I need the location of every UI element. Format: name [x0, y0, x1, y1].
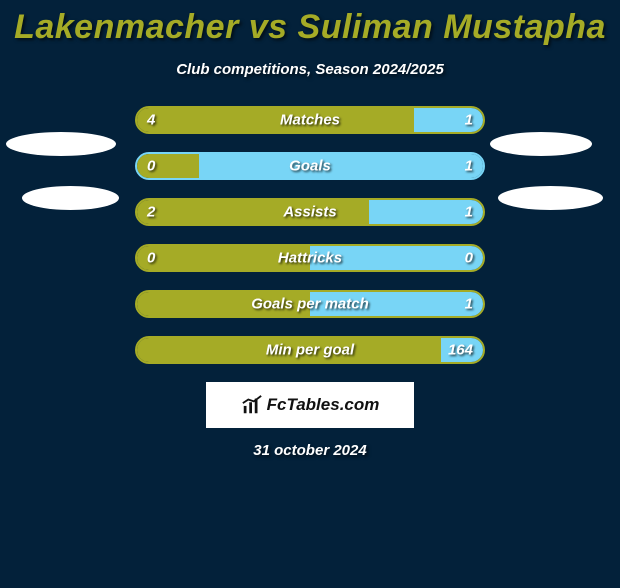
brand-text: FcTables.com	[267, 395, 380, 415]
brand-chart-icon	[241, 394, 263, 416]
stat-label: Goals	[289, 158, 331, 175]
stat-label: Hattricks	[278, 250, 342, 267]
decorative-ellipse	[6, 132, 116, 156]
stat-value-right: 164	[448, 342, 473, 359]
stat-label: Matches	[280, 112, 340, 129]
stat-bar: Matches 4 1	[135, 106, 485, 134]
stat-value-right: 1	[465, 296, 473, 313]
stat-label: Assists	[283, 204, 336, 221]
stat-label: Goals per match	[251, 296, 369, 313]
brand-badge: FcTables.com	[206, 382, 414, 428]
comparison-subtitle: Club competitions, Season 2024/2025	[0, 61, 620, 78]
stat-value-left: 0	[147, 250, 155, 267]
stat-seg-left	[137, 108, 414, 132]
stat-row: Goals 0 1	[0, 152, 620, 180]
stat-value-left: 2	[147, 204, 155, 221]
snapshot-date: 31 october 2024	[0, 442, 620, 459]
decorative-ellipse	[490, 132, 592, 156]
stat-row: Hattricks 0 0	[0, 244, 620, 272]
stat-bar: Min per goal 164	[135, 336, 485, 364]
stat-value-left: 0	[147, 158, 155, 175]
comparison-title: Lakenmacher vs Suliman Mustapha	[0, 8, 620, 47]
decorative-ellipse	[22, 186, 119, 210]
stat-value-right: 0	[465, 250, 473, 267]
stat-seg-right	[199, 154, 483, 178]
stat-value-right: 1	[465, 158, 473, 175]
stat-row: Matches 4 1	[0, 106, 620, 134]
stat-bar: Goals per match 1	[135, 290, 485, 318]
stat-row: Min per goal 164	[0, 336, 620, 364]
stat-value-left: 4	[147, 112, 155, 129]
stat-label: Min per goal	[266, 342, 354, 359]
stat-row: Goals per match 1	[0, 290, 620, 318]
stat-value-right: 1	[465, 112, 473, 129]
stat-bar: Goals 0 1	[135, 152, 485, 180]
stat-value-right: 1	[465, 204, 473, 221]
stat-bar: Assists 2 1	[135, 198, 485, 226]
stat-bar: Hattricks 0 0	[135, 244, 485, 272]
decorative-ellipse	[498, 186, 603, 210]
